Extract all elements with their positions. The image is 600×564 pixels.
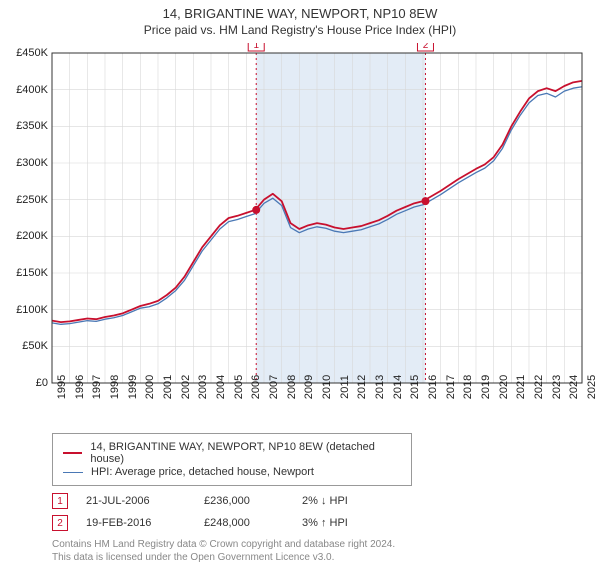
sale-price: £248,000 (204, 517, 284, 529)
svg-text:2: 2 (423, 43, 429, 51)
sale-marker: 2 (52, 515, 68, 531)
sale-row: 2 19-FEB-2016 £248,000 3% ↑ HPI (52, 512, 588, 534)
sales-table: 1 21-JUL-2006 £236,000 2% ↓ HPI 2 19-FEB-2016… (52, 490, 588, 534)
title-address: 14, BRIGANTINE WAY, NEWPORT, NP10 8EW (12, 6, 588, 21)
sale-marker: 1 (52, 493, 68, 509)
y-tick-label: £250K (12, 194, 48, 206)
chart: 12 £0£50K£100K£150K£200K£250K£300K£350K£… (12, 43, 588, 423)
legend-label: 14, BRIGANTINE WAY, NEWPORT, NP10 8EW (d… (90, 441, 401, 465)
y-tick-label: £300K (12, 157, 48, 169)
y-tick-label: £400K (12, 84, 48, 96)
y-tick-label: £0 (12, 377, 48, 389)
y-tick-label: £450K (12, 47, 48, 59)
legend: 14, BRIGANTINE WAY, NEWPORT, NP10 8EW (d… (52, 433, 412, 486)
legend-label: HPI: Average price, detached house, Newp… (91, 466, 314, 478)
y-tick-label: £50K (12, 340, 48, 352)
chart-svg: 12 (12, 43, 588, 389)
y-tick-label: £150K (12, 267, 48, 279)
sale-delta: 3% ↑ HPI (302, 517, 402, 529)
y-tick-label: £200K (12, 230, 48, 242)
sale-date: 21-JUL-2006 (86, 495, 186, 507)
legend-swatch (63, 472, 83, 473)
sale-price: £236,000 (204, 495, 284, 507)
legend-swatch (63, 452, 82, 454)
sale-date: 19-FEB-2016 (86, 517, 186, 529)
svg-text:1: 1 (253, 43, 259, 51)
y-tick-label: £100K (12, 304, 48, 316)
y-tick-label: £350K (12, 120, 48, 132)
sale-row: 1 21-JUL-2006 £236,000 2% ↓ HPI (52, 490, 588, 512)
legend-item: HPI: Average price, detached house, Newp… (63, 466, 401, 478)
x-tick-label: 2025 (586, 375, 600, 399)
footer-copyright: Contains HM Land Registry data © Crown c… (52, 538, 588, 564)
legend-item: 14, BRIGANTINE WAY, NEWPORT, NP10 8EW (d… (63, 441, 401, 465)
footer-line-1: Contains HM Land Registry data © Crown c… (52, 538, 588, 551)
footer-line-2: This data is licensed under the Open Gov… (52, 551, 588, 564)
title-subtitle: Price paid vs. HM Land Registry's House … (12, 23, 588, 37)
sale-delta: 2% ↓ HPI (302, 495, 402, 507)
